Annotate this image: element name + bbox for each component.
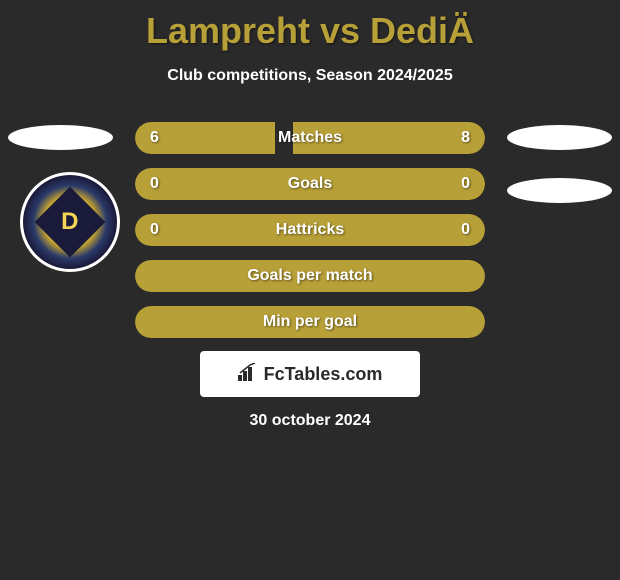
stat-label: Hattricks [276, 221, 344, 239]
stat-value-left: 6 [150, 129, 159, 147]
stat-label: Min per goal [263, 313, 357, 331]
stat-label: Goals [288, 175, 332, 193]
player-right-placeholder-2 [507, 178, 612, 203]
stat-value-right: 8 [461, 129, 470, 147]
stat-bar-min-per-goal: Min per goal [135, 306, 485, 338]
badge-inner: D [35, 187, 106, 258]
comparison-title: Lampreht vs DediÄ [0, 0, 620, 52]
stat-label: Matches [278, 129, 342, 147]
badge-letter: D [61, 208, 78, 236]
stat-value-left: 0 [150, 175, 159, 193]
site-logo-box[interactable]: FcTables.com [200, 351, 420, 397]
stat-label: Goals per match [247, 267, 372, 285]
date-text: 30 october 2024 [250, 412, 371, 430]
stats-container: 6 Matches 8 0 Goals 0 0 Hattricks 0 Goal… [135, 122, 485, 352]
stat-value-left: 0 [150, 221, 159, 239]
stat-value-right: 0 [461, 221, 470, 239]
team-badge: D [20, 172, 120, 272]
subtitle: Club competitions, Season 2024/2025 [0, 67, 620, 85]
player-right-placeholder-1 [507, 125, 612, 150]
chart-icon [238, 363, 260, 386]
stat-bar-goals-per-match: Goals per match [135, 260, 485, 292]
stat-bar-hattricks: 0 Hattricks 0 [135, 214, 485, 246]
player-left-placeholder [8, 125, 113, 150]
logo-text-content: FcTables.com [264, 364, 383, 385]
stat-bar-goals: 0 Goals 0 [135, 168, 485, 200]
stat-value-right: 0 [461, 175, 470, 193]
site-logo: FcTables.com [238, 363, 383, 386]
stat-bar-matches: 6 Matches 8 [135, 122, 485, 154]
